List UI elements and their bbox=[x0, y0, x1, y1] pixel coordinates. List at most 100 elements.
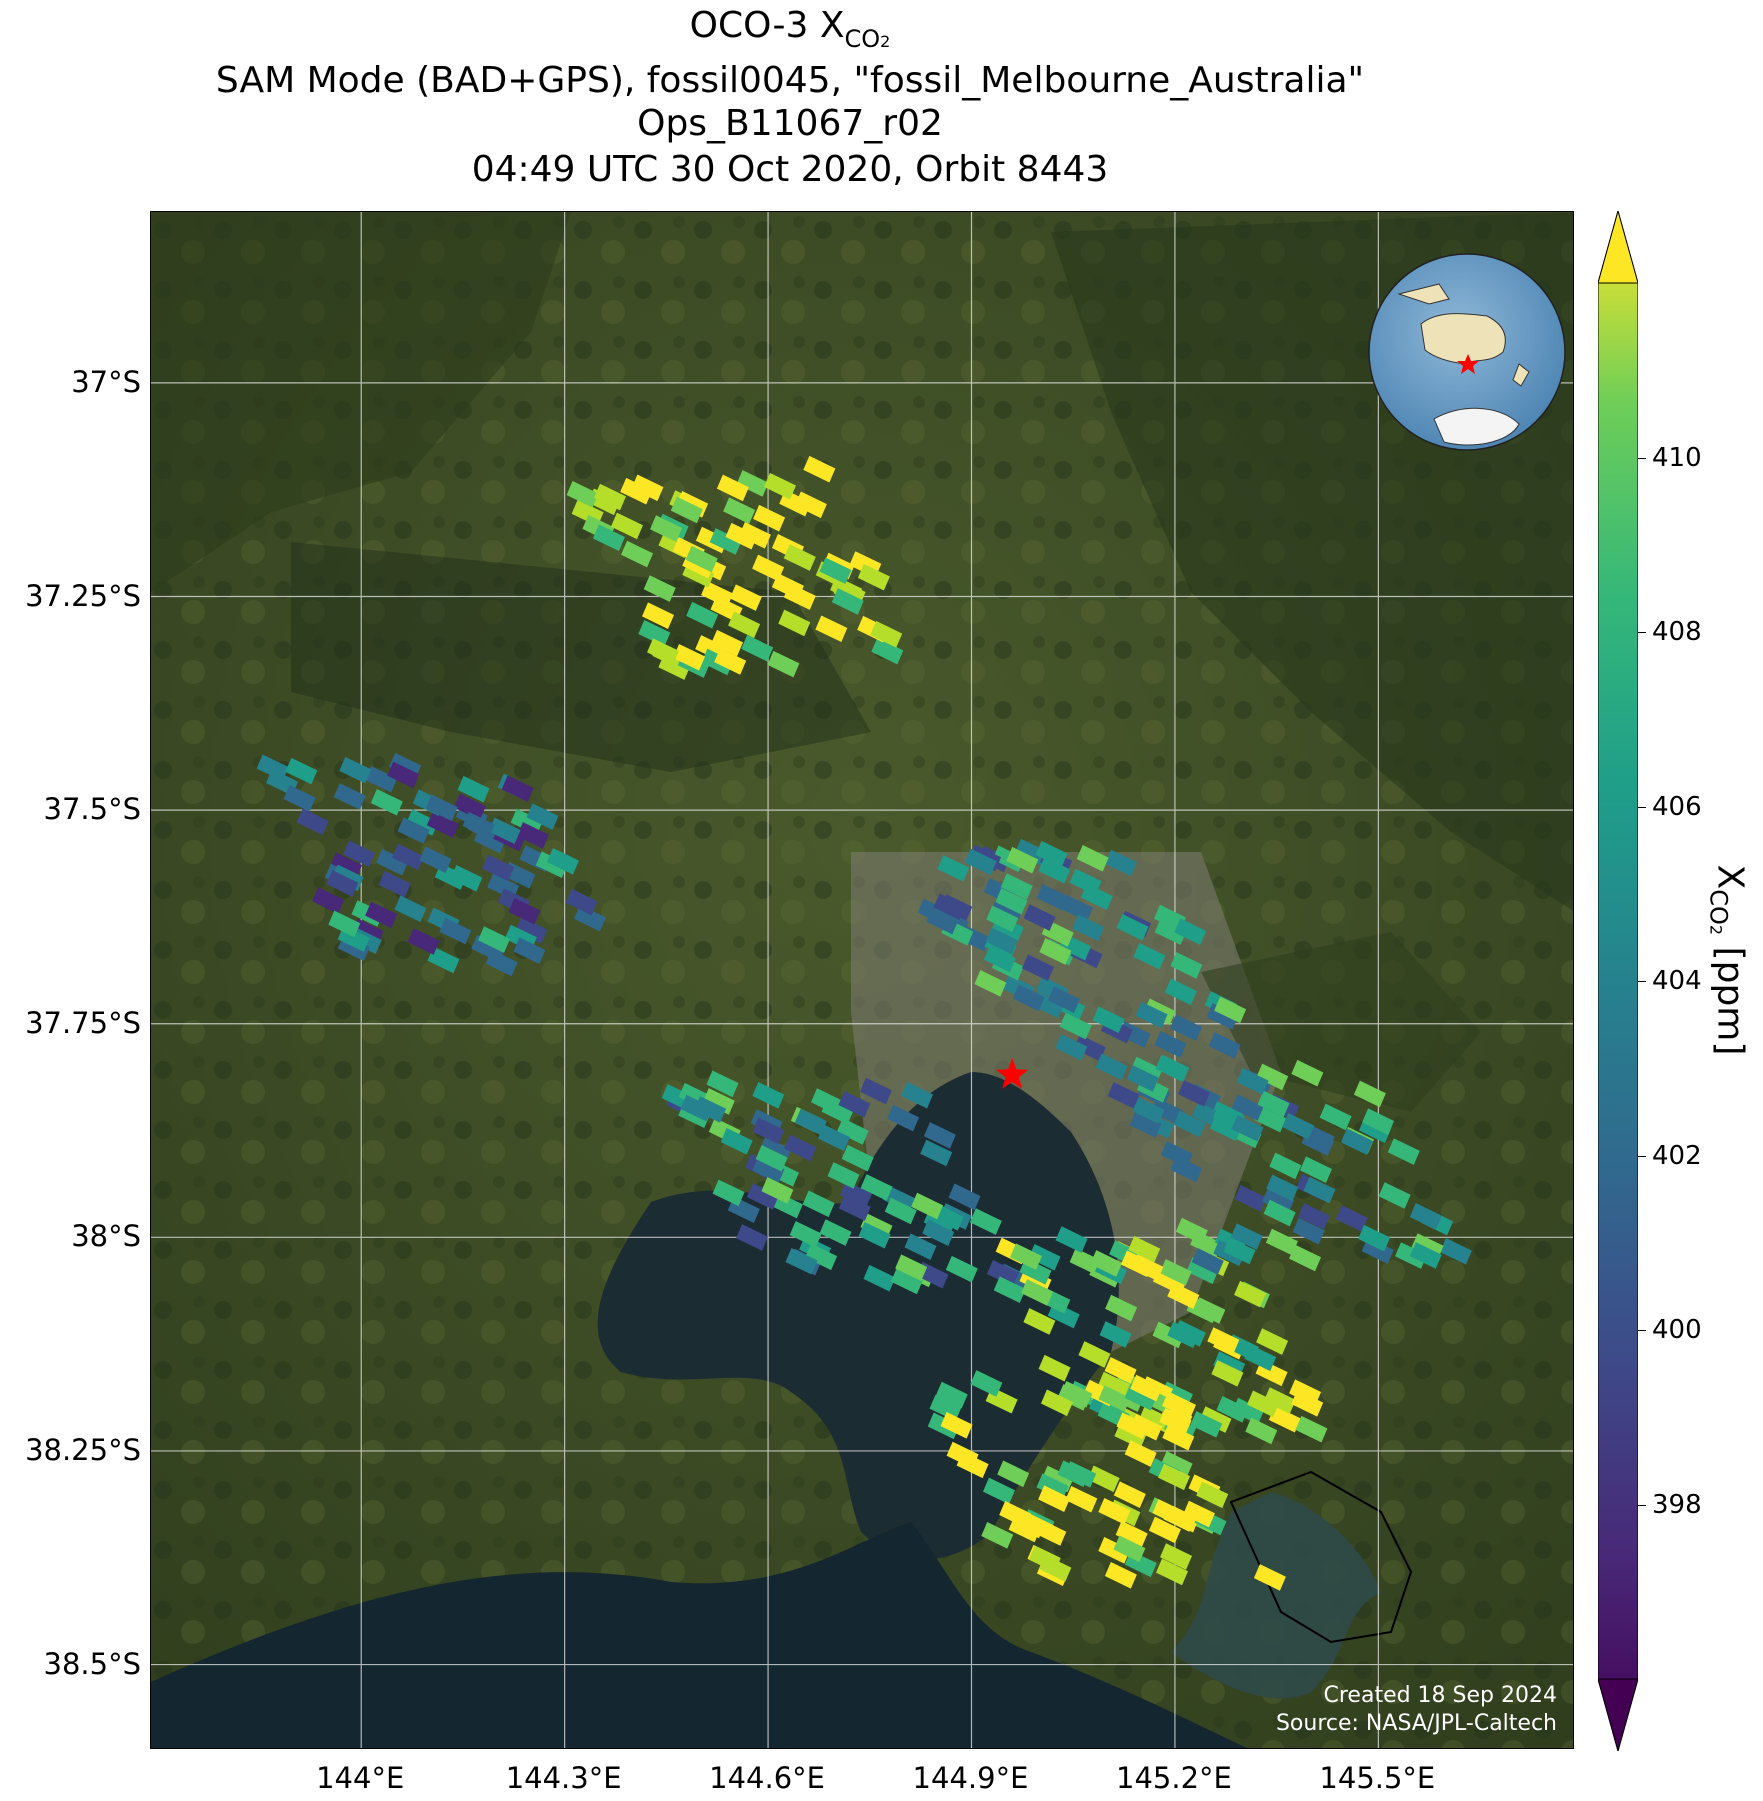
xco2-sounding bbox=[940, 894, 973, 921]
xco2-sounding bbox=[794, 1108, 827, 1136]
xco2-sounding bbox=[1191, 1248, 1224, 1275]
xco2-sounding bbox=[1039, 1555, 1072, 1582]
xco2-sounding bbox=[736, 470, 769, 497]
xco2-sounding bbox=[1021, 1279, 1054, 1306]
xco2-soundings bbox=[256, 455, 1472, 1591]
xco2-sounding bbox=[378, 870, 411, 898]
xco2-sounding bbox=[621, 540, 654, 568]
lon-label: 144.6°E bbox=[709, 1761, 825, 1795]
xco2-sounding bbox=[670, 496, 703, 524]
xco2-sounding bbox=[594, 483, 627, 511]
xco2-sounding bbox=[1353, 1080, 1386, 1108]
xco2-sounding bbox=[1231, 1094, 1264, 1121]
xco2-sounding bbox=[427, 946, 460, 974]
xco2-sounding bbox=[1158, 1463, 1191, 1491]
xco2-sounding bbox=[969, 1208, 1002, 1235]
xco2-sounding bbox=[857, 563, 890, 591]
xco2-sounding bbox=[723, 497, 756, 524]
xco2-sounding bbox=[1162, 1423, 1195, 1451]
inset-star bbox=[1457, 354, 1479, 374]
xco2-sounding bbox=[365, 901, 398, 929]
xco2-sounding bbox=[419, 846, 452, 873]
xco2-sounding bbox=[1193, 1297, 1226, 1324]
xco2-sounding bbox=[501, 775, 534, 802]
xco2-sounding bbox=[1065, 1485, 1098, 1513]
xco2-sounding bbox=[482, 854, 515, 882]
xco2-sounding bbox=[1340, 1128, 1373, 1155]
xco2-sounding bbox=[1107, 1082, 1140, 1109]
xco2-sounding bbox=[767, 650, 800, 678]
xco2-sounding bbox=[859, 1077, 892, 1105]
xco2-sounding bbox=[1036, 884, 1069, 911]
xco2-sounding bbox=[728, 611, 761, 639]
xco2-sounding bbox=[1069, 1248, 1102, 1275]
xco2-sounding bbox=[1060, 1381, 1093, 1408]
lat-label: 37.25°S bbox=[25, 578, 141, 613]
xco2-sounding bbox=[1263, 1387, 1296, 1414]
xco2-sounding bbox=[1131, 1254, 1164, 1281]
xco2-sounding bbox=[1155, 1054, 1188, 1082]
lat-label: 38.5°S bbox=[43, 1646, 141, 1681]
xco2-sounding bbox=[1265, 1228, 1298, 1256]
xco2-sounding bbox=[439, 917, 472, 945]
xco2-sounding bbox=[794, 491, 827, 519]
xco2-sounding bbox=[1156, 1558, 1189, 1586]
xco2-sounding bbox=[1099, 1321, 1132, 1348]
satellite-map[interactable]: Created 18 Sep 2024 Source: NASA/JPL-Cal… bbox=[150, 211, 1574, 1749]
xco2-sounding bbox=[720, 1128, 753, 1155]
xco2-sounding bbox=[1035, 840, 1068, 868]
xco2-sounding bbox=[1105, 1294, 1138, 1322]
xco2-sounding bbox=[752, 1117, 785, 1145]
xco2-sounding bbox=[513, 937, 546, 964]
xco2-sounding bbox=[1236, 1068, 1269, 1095]
xco2-sounding bbox=[752, 1156, 785, 1184]
xco2-sounding bbox=[1130, 1413, 1163, 1441]
xco2-sounding bbox=[1266, 1174, 1299, 1202]
xco2-sounding bbox=[642, 602, 675, 630]
xco2-sounding bbox=[526, 803, 559, 830]
colorbar-tick-label: 404 bbox=[1652, 966, 1702, 996]
lat-label: 38°S bbox=[71, 1219, 141, 1254]
colorbar-tick-label: 398 bbox=[1652, 1489, 1702, 1520]
xco2-sounding bbox=[1291, 1059, 1324, 1087]
xco2-sounding bbox=[1116, 914, 1149, 941]
xco2-sounding bbox=[1135, 1001, 1168, 1029]
xco2-sounding bbox=[566, 481, 599, 508]
western-port bbox=[1171, 1492, 1381, 1699]
xco2-sounding bbox=[1129, 1111, 1162, 1138]
xco2-sounding bbox=[1028, 1243, 1061, 1271]
australia-shape bbox=[1420, 313, 1506, 365]
xco2-sounding bbox=[394, 895, 427, 923]
xco2-sounding bbox=[485, 949, 518, 977]
xco2-sounding bbox=[1211, 1360, 1244, 1387]
xco2-sounding bbox=[573, 904, 606, 932]
xco2-sounding bbox=[827, 1162, 860, 1189]
xco2-sounding bbox=[1073, 1034, 1106, 1062]
title-line-2: SAM Mode (BAD+GPS), fossil0045, "fossil_… bbox=[215, 60, 1365, 101]
xco2-sounding bbox=[1362, 1108, 1395, 1135]
xco2-sounding bbox=[256, 754, 289, 782]
xco2-sounding bbox=[1133, 942, 1166, 970]
xco2-sounding bbox=[1163, 1505, 1196, 1532]
xco2-sounding bbox=[1000, 873, 1033, 900]
xco2-sounding bbox=[1023, 1308, 1056, 1335]
xco2-sounding bbox=[647, 638, 680, 665]
xco2-sounding bbox=[1038, 1485, 1071, 1512]
xco2-sounding bbox=[940, 1411, 973, 1439]
colorbar-tick-label: 402 bbox=[1652, 1140, 1702, 1171]
xco2-sounding bbox=[890, 1267, 923, 1295]
xco2-sounding bbox=[982, 1477, 1015, 1505]
bass-strait bbox=[151, 1522, 1247, 1748]
colorbar-tick-mark bbox=[1638, 981, 1646, 982]
lon-label: 145.2°E bbox=[1115, 1761, 1232, 1795]
xco2-sounding bbox=[426, 811, 459, 838]
xco2-sounding bbox=[1154, 918, 1187, 945]
xco2-sounding bbox=[516, 822, 549, 849]
xco2-sounding bbox=[1254, 1105, 1287, 1133]
xco2-sounding bbox=[1087, 1465, 1120, 1493]
xco2-sounding bbox=[478, 926, 511, 953]
xco2-sounding bbox=[1159, 1259, 1192, 1286]
xco2-sounding bbox=[631, 474, 664, 502]
xco2-sounding bbox=[920, 1139, 953, 1167]
xco2-sounding bbox=[1113, 1481, 1146, 1508]
